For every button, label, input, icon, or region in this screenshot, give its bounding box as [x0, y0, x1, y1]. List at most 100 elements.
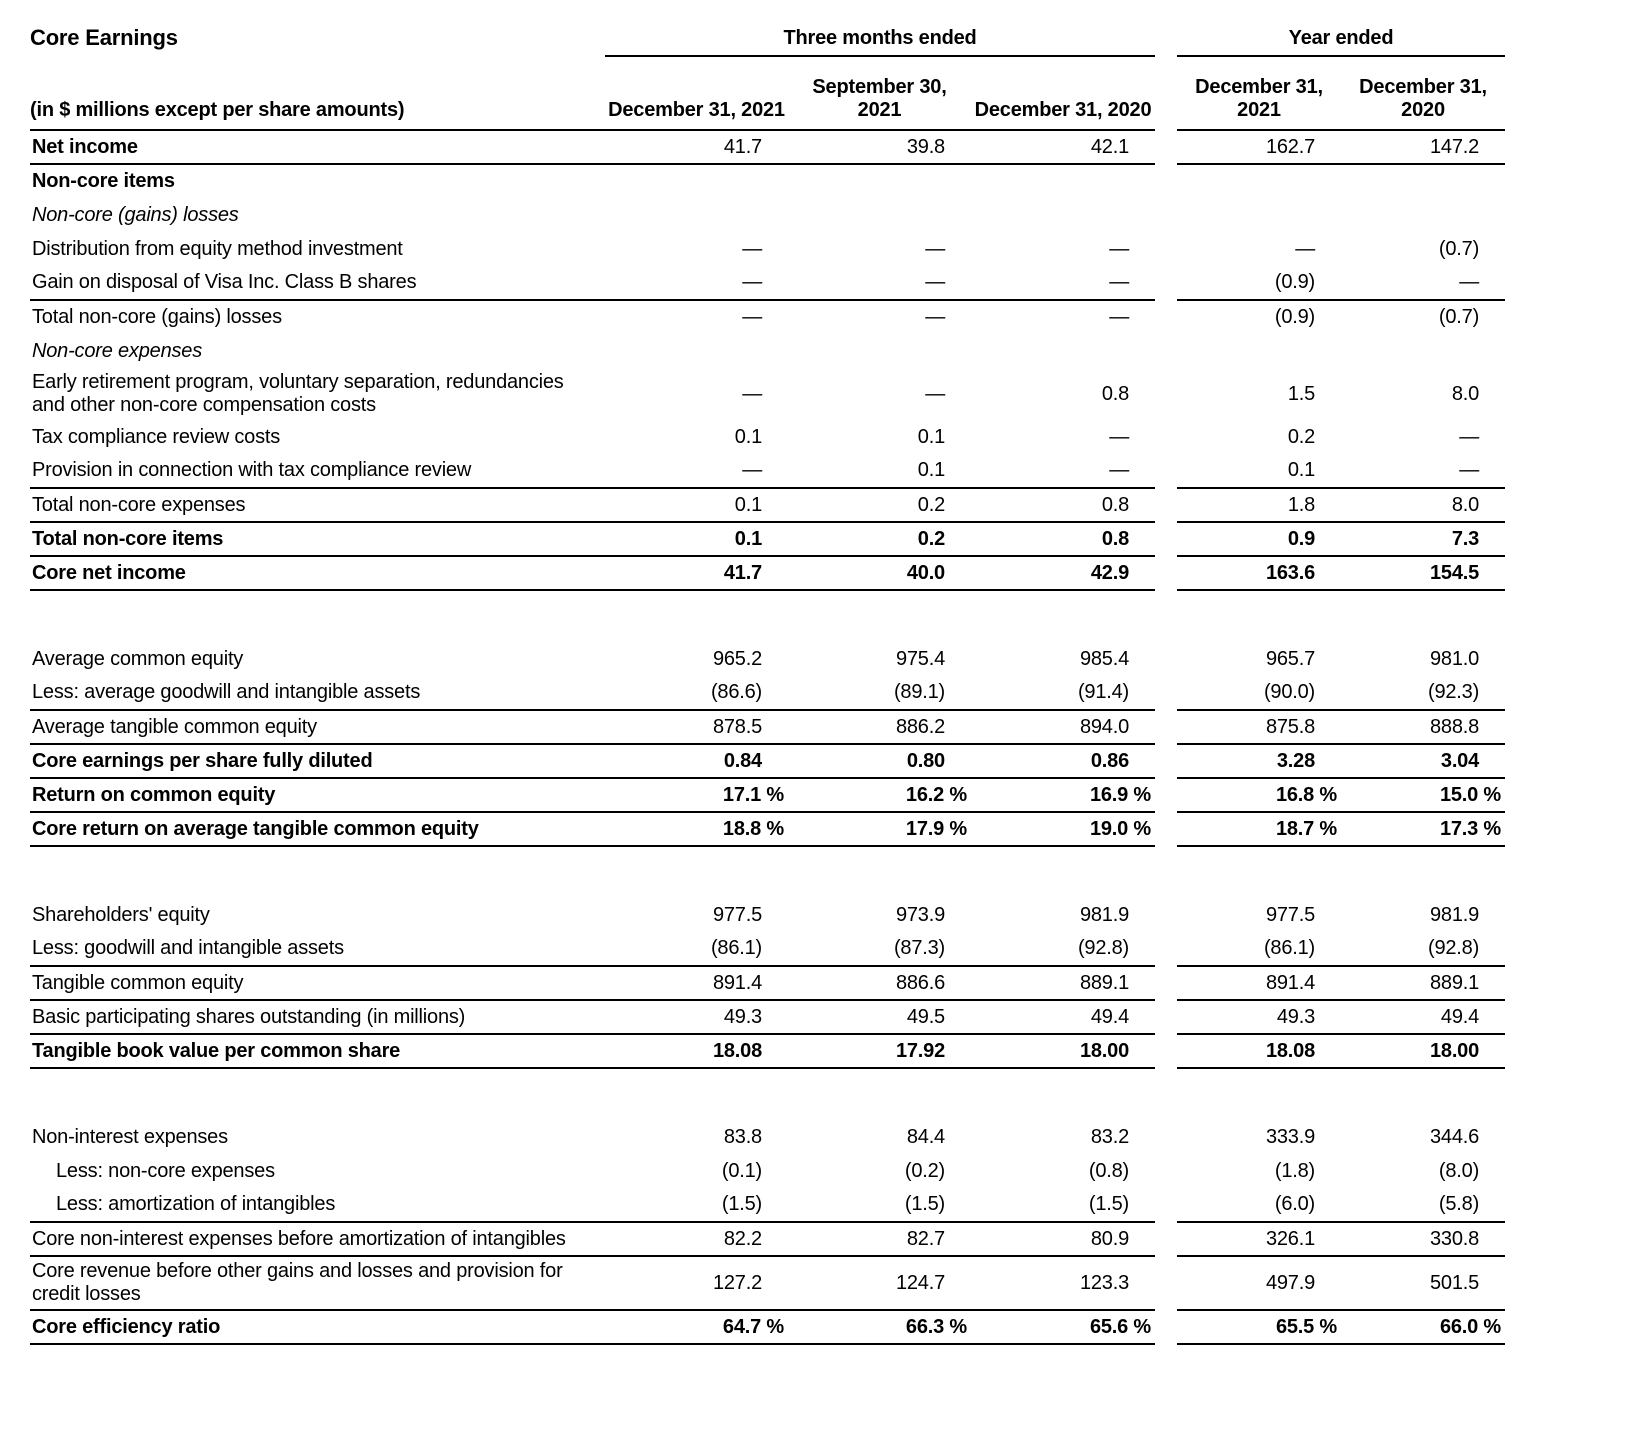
table-row: Tangible common equity 891.4 886.6 889.1 891… [30, 966, 1506, 1001]
cell-value: (87.3) [788, 932, 971, 967]
cell-value: 16.2 % [788, 778, 971, 813]
row-label: Core non-interest expenses before amorti… [30, 1222, 605, 1257]
cell-value: 0.1 [917, 425, 945, 448]
cell-value: 977.5 [712, 903, 762, 926]
cell-value: 18.8 % [605, 812, 788, 847]
cell-value: 18.00 [1341, 1034, 1506, 1069]
cell-value: 83.2 [1090, 1125, 1130, 1148]
cell-value: — [925, 237, 945, 260]
cell-value: 333.9 [1265, 1125, 1316, 1148]
cell-value: — [971, 266, 1156, 301]
row-label: Total non-core expenses [30, 488, 605, 523]
column-gap [1155, 642, 1177, 676]
cell-value: 49.3 [605, 1000, 788, 1035]
table-row: Non-core expenses [30, 334, 1505, 368]
cell-value: 0.1 [734, 425, 762, 448]
table-row: Less: goodwill and intangible assets (86.… [30, 932, 1506, 967]
cell-value: 878.5 [605, 710, 788, 745]
cell-value [971, 198, 1155, 232]
table-row: Distribution from equity method investme… [30, 232, 1505, 266]
column-header-q4-2020: December 31, 2020 [971, 56, 1156, 131]
row-label: Non-core (gains) losses [32, 203, 239, 226]
cell-value: 49.4 [971, 1000, 1156, 1035]
cell-value: 889.1 [971, 966, 1156, 1001]
cell-value: 17.92 [788, 1034, 971, 1069]
cell-value: (1.5) [788, 1188, 971, 1223]
cell-value [788, 164, 971, 198]
cell-value: 82.7 [788, 1222, 971, 1257]
spacer-row [30, 1068, 1505, 1120]
cell-value: 49.3 [1177, 1000, 1342, 1035]
column-gap [1155, 522, 1177, 556]
spacer-row [30, 846, 1505, 898]
cell-value: (0.1) [721, 1159, 762, 1182]
cell-value: (86.6) [605, 676, 788, 711]
column-gap [1155, 454, 1177, 488]
cell-value: — [1109, 425, 1130, 448]
row-label: Basic participating shares outstanding (… [30, 1000, 605, 1035]
table-row: Non-core (gains) losses [30, 198, 1505, 232]
cell-value: (91.4) [971, 676, 1156, 711]
cell-value: (0.2) [904, 1159, 945, 1182]
table-row: Core return on average tangible common e… [30, 812, 1506, 847]
cell-value: 875.8 [1177, 710, 1342, 745]
column-gap [1155, 334, 1177, 368]
column-gap [1155, 14, 1177, 56]
table-body: Net income 41.7 39.8 42.1 162.7 147.2 Non-core… [30, 130, 1506, 1345]
column-gap [1155, 420, 1177, 454]
row-label: Less: non-core expenses [56, 1159, 275, 1182]
cell-value: 0.8 [1101, 382, 1130, 405]
row-label: Shareholders' equity [32, 903, 210, 926]
column-gap [1155, 300, 1177, 334]
table-row: Early retirement program, voluntary sepa… [30, 368, 1505, 420]
cell-value [788, 198, 971, 232]
cell-value: (90.0) [1177, 676, 1342, 711]
cell-value: 17.3 % [1341, 812, 1506, 847]
cell-value: 8.0 [1341, 488, 1506, 523]
spacer-row [30, 590, 1505, 642]
cell-value: — [1341, 266, 1506, 301]
spacer-cell [30, 846, 1505, 898]
cell-value: 886.2 [788, 710, 971, 745]
row-label: Less: average goodwill and intangible as… [30, 676, 605, 711]
row-label: Average tangible common equity [30, 710, 605, 745]
cell-value: — [925, 382, 945, 405]
column-gap [1155, 1154, 1177, 1188]
cell-value: 0.80 [788, 744, 971, 779]
cell-value [1177, 198, 1341, 232]
cell-value: 18.7 % [1177, 812, 1342, 847]
cell-value: 977.5 [1265, 903, 1316, 926]
cell-value: (86.1) [605, 932, 788, 967]
cell-value: 501.5 [1341, 1256, 1506, 1311]
table-row: Gain on disposal of Visa Inc. Class B sh… [30, 266, 1506, 301]
row-label: Provision in connection with tax complia… [30, 454, 605, 489]
cell-value: (92.8) [971, 932, 1156, 967]
cell-value: — [742, 237, 762, 260]
cell-value: — [925, 306, 945, 328]
cell-value: 0.1 [605, 522, 788, 557]
cell-value [1177, 164, 1341, 198]
table-row: Core non-interest expenses before amorti… [30, 1222, 1506, 1257]
cell-value: (0.9) [1177, 266, 1342, 301]
column-header-fy-2020: December 31, 2020 [1341, 56, 1506, 131]
column-gap [1155, 164, 1177, 198]
row-label: Core earnings per share fully diluted [30, 744, 605, 779]
column-gap [1155, 232, 1177, 266]
cell-value: (8.0) [1438, 1159, 1480, 1182]
cell-value: 154.5 [1341, 556, 1506, 591]
cell-value: (6.0) [1177, 1188, 1342, 1223]
cell-value: 16.9 % [971, 778, 1156, 813]
table-row: Less: non-core expenses (0.1) (0.2) (0.8) (1… [30, 1154, 1505, 1188]
cell-value: 981.0 [1429, 647, 1480, 670]
table-row: Non-interest expenses 83.8 84.4 83.2 333.9 34… [30, 1120, 1505, 1154]
cell-value: 18.08 [605, 1034, 788, 1069]
row-label: Distribution from equity method investme… [32, 237, 403, 260]
table-row: Return on common equity 17.1 % 16.2 % 16.9 … [30, 778, 1506, 813]
row-label: Core revenue before other gains and loss… [30, 1256, 605, 1311]
column-gap [1155, 198, 1177, 232]
column-gap [1155, 1310, 1177, 1344]
cell-value: — [1109, 237, 1130, 260]
column-gap [1155, 744, 1177, 778]
cell-value: 965.2 [712, 647, 762, 670]
cell-value: 889.1 [1341, 966, 1506, 1001]
